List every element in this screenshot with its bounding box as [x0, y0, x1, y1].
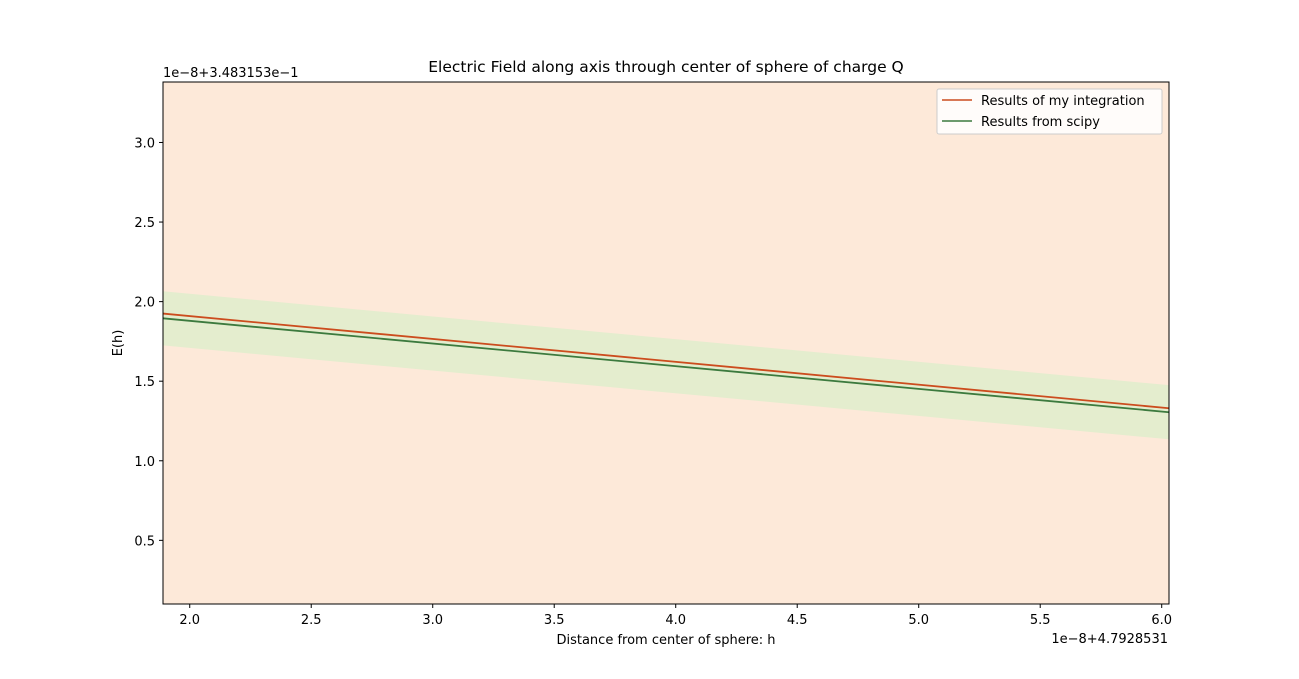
plot-frame — [162, 81, 1170, 605]
x-tick-label: 4.0 — [665, 613, 686, 628]
legend: Results of my integration Results from s… — [936, 88, 1163, 135]
x-tick-label: 4.5 — [787, 613, 808, 628]
y-tick-label: 3.0 — [134, 136, 155, 151]
legend-label-integration: Results of my integration — [981, 94, 1145, 109]
y-tick-label: 1.5 — [134, 375, 155, 390]
x-axis-label: Distance from center of sphere: h — [556, 633, 775, 648]
y-axis-label: E(h) — [111, 330, 126, 357]
x-tick-label: 5.0 — [908, 613, 929, 628]
x-tick-label: 6.0 — [1151, 613, 1172, 628]
x-tick-label: 5.5 — [1030, 613, 1051, 628]
x-axis-ticks: 2.0 2.5 3.0 3.5 4.0 4.5 5.0 5.5 6.0 — [179, 604, 1172, 628]
x-offset-label: 1e−8+4.7928531 — [1051, 632, 1168, 647]
y-tick-label: 2.0 — [134, 296, 155, 311]
y-axis-ticks: 0.5 1.0 1.5 2.0 2.5 3.0 — [134, 136, 163, 549]
x-tick-label: 2.0 — [179, 613, 200, 628]
x-tick-label: 3.5 — [544, 613, 565, 628]
y-tick-label: 2.5 — [134, 216, 155, 231]
legend-label-scipy: Results from scipy — [981, 115, 1100, 130]
legend-box — [936, 88, 1163, 135]
y-tick-label: 0.5 — [134, 534, 155, 549]
y-offset-label: 1e−8+3.483153e−1 — [163, 66, 299, 81]
x-tick-label: 3.0 — [422, 613, 443, 628]
series-line-scipy — [162, 317, 1170, 414]
y-tick-label: 1.0 — [134, 455, 155, 470]
x-tick-label: 2.5 — [301, 613, 322, 628]
chart-title: Electric Field along axis through center… — [428, 58, 904, 76]
series-line-integration — [162, 312, 1170, 410]
